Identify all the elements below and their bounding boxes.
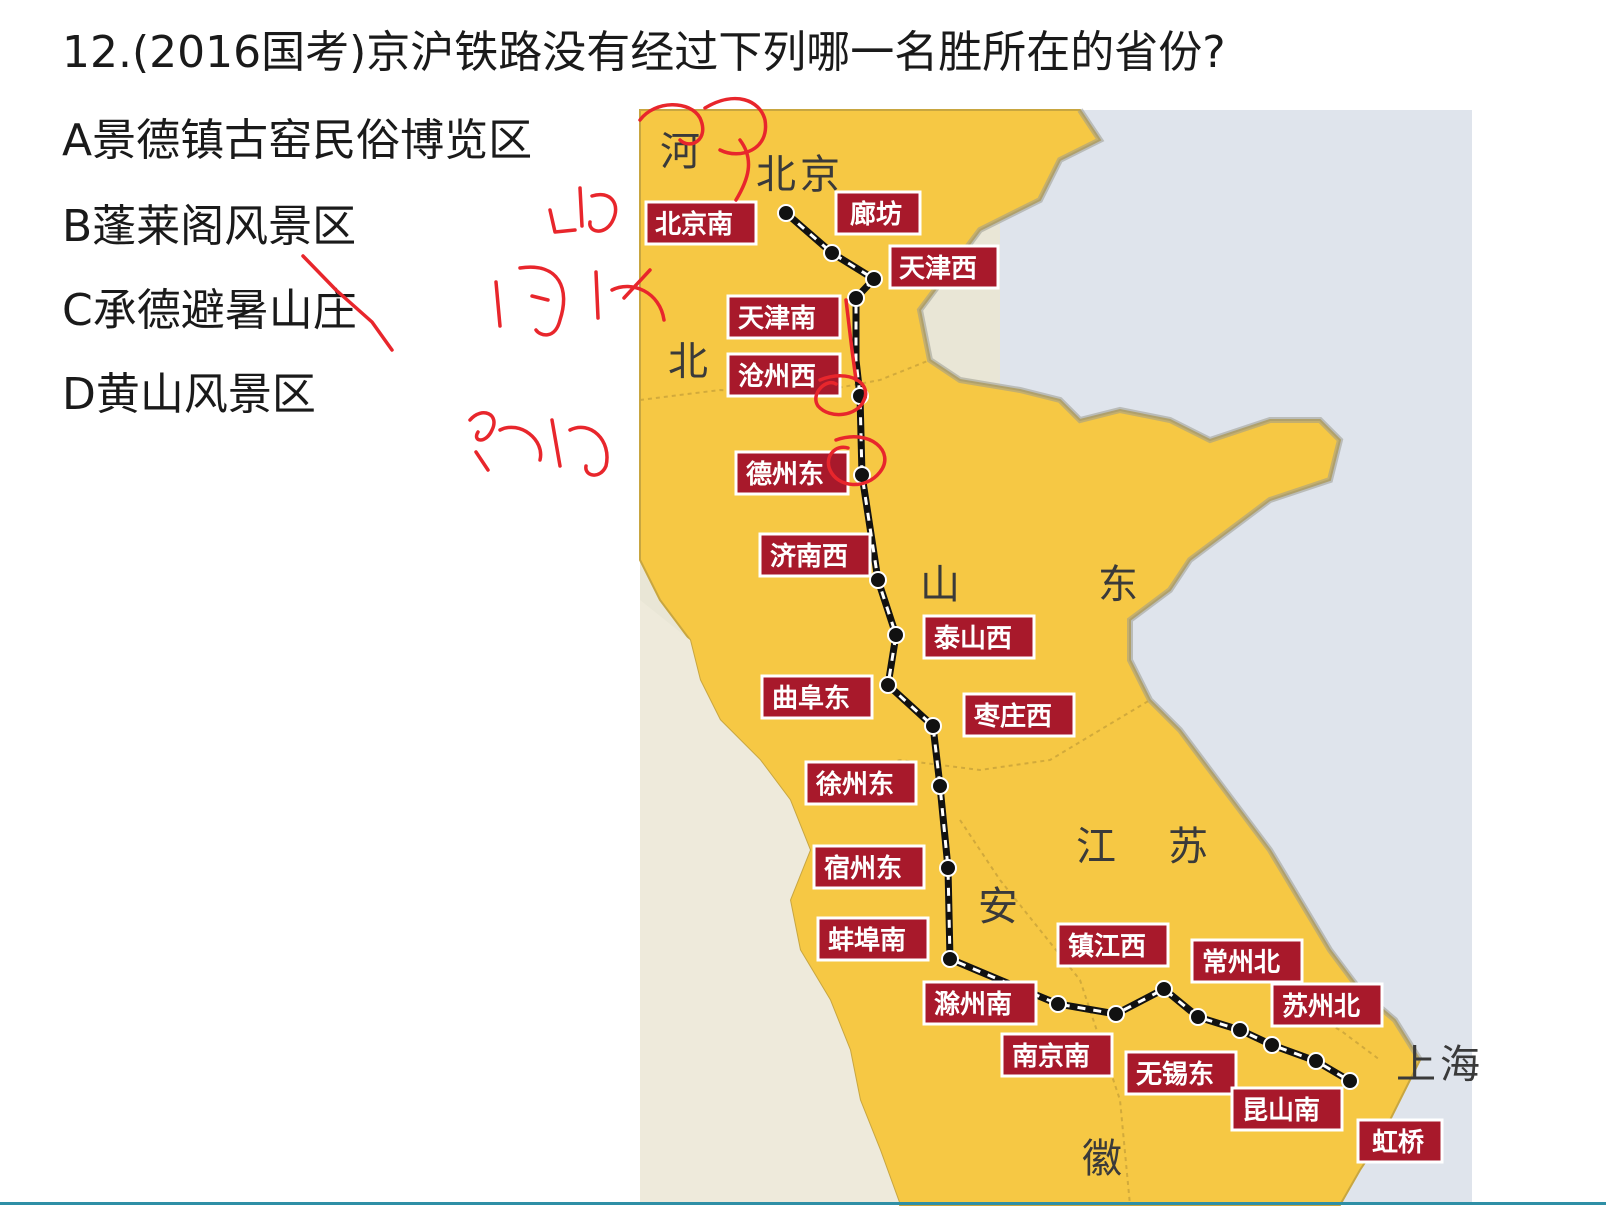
station-label-tianjinxi: 天津西 bbox=[888, 244, 1000, 290]
station-dot bbox=[931, 777, 949, 795]
station-dot bbox=[1263, 1036, 1281, 1054]
station-label-zhenjiangxi: 镇江西 bbox=[1056, 922, 1170, 968]
option-b[interactable]: B蓬莱阁风景区 bbox=[62, 201, 357, 252]
svg-text:滁州南: 滁州南 bbox=[934, 989, 1012, 1020]
province-label: 山 bbox=[920, 562, 960, 608]
coastline bbox=[916, 108, 1423, 1062]
station-dot bbox=[1307, 1052, 1325, 1070]
station-dot bbox=[887, 626, 905, 644]
bottom-rule bbox=[0, 1202, 1606, 1205]
svg-text:沧州西: 沧州西 bbox=[738, 361, 816, 392]
province-labels: 河 北 京 北 山 东 江 苏 安 徽 上 海 bbox=[660, 129, 1480, 1182]
station-dot bbox=[879, 676, 897, 694]
station-labels: 北京南 廊坊 天津西 天津南 沧州西 德州东 济南西 泰山西 曲阜东 枣庄西 徐… bbox=[644, 190, 1444, 1164]
station-dot bbox=[1049, 995, 1067, 1013]
option-c[interactable]: C承德避暑山庄 bbox=[62, 285, 357, 336]
station-dot bbox=[1341, 1072, 1359, 1090]
station-dot bbox=[865, 270, 883, 288]
svg-text:天津南: 天津南 bbox=[738, 304, 816, 334]
province-label: 京 bbox=[800, 152, 840, 198]
question-text: 12.(2016国考)京沪铁路没有经过下列哪一名胜所在的省份? bbox=[62, 27, 1226, 78]
province-label: 徽 bbox=[1082, 1136, 1122, 1182]
station-dot bbox=[1231, 1021, 1249, 1039]
svg-text:宿州东: 宿州东 bbox=[824, 853, 902, 884]
station-label-langfang: 廊坊 bbox=[834, 190, 922, 236]
svg-text:苏州北: 苏州北 bbox=[1282, 992, 1360, 1022]
station-label-suzhoudong: 宿州东 bbox=[812, 844, 926, 890]
neighbour-land bbox=[640, 600, 900, 1205]
station-label-bengbunan: 蚌埠南 bbox=[816, 916, 930, 962]
svg-text:北京南: 北京南 bbox=[655, 209, 733, 240]
option-a[interactable]: A景德镇古窑民俗博览区 bbox=[62, 115, 533, 166]
province-label: 安 bbox=[978, 884, 1018, 930]
station-label-suzhoubei: 苏州北 bbox=[1270, 982, 1384, 1028]
ink-annotations bbox=[301, 96, 887, 487]
page-margin bbox=[1472, 110, 1606, 1205]
svg-text:徐州东: 徐州东 bbox=[815, 769, 894, 800]
province-label: 河 bbox=[660, 129, 700, 175]
station-dot bbox=[1189, 1008, 1207, 1026]
ink-strike-option-c bbox=[301, 254, 394, 352]
station-label-zaozhuangxi: 枣庄西 bbox=[962, 692, 1076, 738]
station-label-wuxidong: 无锡东 bbox=[1124, 1050, 1238, 1096]
province-label: 苏 bbox=[1168, 824, 1208, 870]
station-label-qufudong: 曲阜东 bbox=[760, 674, 874, 720]
province-label: 东 bbox=[1098, 562, 1138, 608]
station-label-cangzhouxi: 沧州西 bbox=[726, 352, 842, 398]
province-label: 海 bbox=[1440, 1042, 1480, 1088]
svg-text:常州北: 常州北 bbox=[1202, 948, 1280, 978]
station-dot bbox=[1155, 980, 1173, 998]
option-d[interactable]: D黄山风景区 bbox=[62, 369, 316, 420]
station-dot bbox=[777, 204, 795, 222]
svg-text:蚌埠南: 蚌埠南 bbox=[828, 925, 906, 956]
province-label: 江 bbox=[1076, 824, 1116, 870]
station-label-beijingnan: 北京南 bbox=[644, 200, 758, 246]
ink-loop-dezhou bbox=[826, 435, 887, 487]
station-label-hongqiao: 虹桥 bbox=[1356, 1118, 1444, 1164]
svg-text:天津西: 天津西 bbox=[899, 254, 977, 284]
province-label: 北 bbox=[668, 339, 708, 385]
province-label: 北 bbox=[756, 152, 796, 198]
station-label-jinanxi: 济南西 bbox=[758, 532, 872, 578]
station-label-chuzhounan: 滁州南 bbox=[922, 980, 1038, 1026]
svg-text:廊坊: 廊坊 bbox=[850, 199, 902, 230]
station-dot bbox=[941, 950, 959, 968]
station-dot bbox=[939, 859, 957, 877]
station-label-tianjinnan: 天津南 bbox=[726, 294, 842, 340]
station-label-xuzhoudong: 徐州东 bbox=[804, 760, 918, 806]
station-label-nanjingnan: 南京南 bbox=[1000, 1032, 1114, 1078]
svg-text:枣庄西: 枣庄西 bbox=[973, 701, 1052, 732]
station-label-kunshannan: 昆山南 bbox=[1230, 1086, 1344, 1132]
station-dot bbox=[847, 289, 865, 307]
station-dot bbox=[924, 717, 942, 735]
station-dots bbox=[777, 204, 1359, 1090]
station-label-taishanxi: 泰山西 bbox=[922, 614, 1036, 660]
ink-scribble-hebei bbox=[494, 265, 666, 337]
ink-scribble-left-top bbox=[548, 186, 618, 234]
station-dot bbox=[1107, 1005, 1125, 1023]
svg-text:济南西: 济南西 bbox=[770, 542, 848, 572]
ink-scribble-shandong-left bbox=[468, 411, 609, 477]
svg-text:昆山南: 昆山南 bbox=[1242, 1096, 1320, 1126]
province-label: 上 bbox=[1396, 1042, 1436, 1088]
ink-scribble-top bbox=[638, 96, 768, 202]
svg-text:虹桥: 虹桥 bbox=[1372, 1128, 1425, 1158]
svg-text:南京南: 南京南 bbox=[1012, 1041, 1090, 1072]
svg-text:德州东: 德州东 bbox=[746, 459, 824, 490]
station-dot bbox=[869, 571, 887, 589]
station-label-changzhoubei: 常州北 bbox=[1190, 938, 1304, 984]
ink-line-down bbox=[844, 298, 858, 382]
svg-text:无锡东: 无锡东 bbox=[1136, 1059, 1214, 1090]
svg-text:泰山西: 泰山西 bbox=[934, 624, 1012, 654]
svg-text:曲阜东: 曲阜东 bbox=[772, 683, 850, 714]
station-dot bbox=[823, 244, 841, 262]
svg-text:镇江西: 镇江西 bbox=[1068, 932, 1146, 962]
